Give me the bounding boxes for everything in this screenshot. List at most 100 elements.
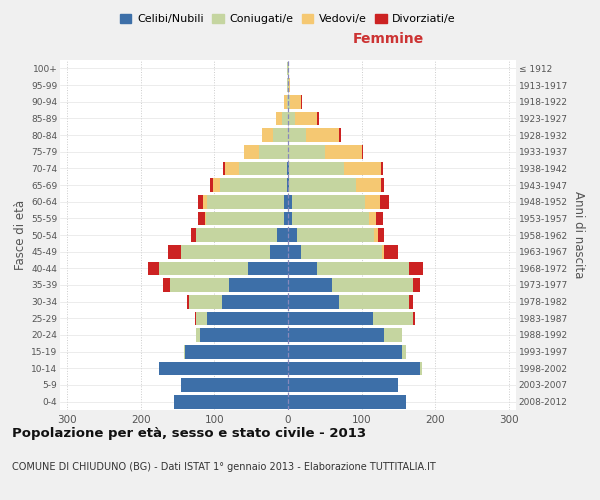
Bar	[402, 345, 406, 358]
Bar	[223, 162, 225, 175]
Bar	[288, 128, 307, 142]
Bar	[288, 212, 292, 225]
Bar	[382, 245, 383, 258]
Bar	[317, 262, 409, 275]
Bar	[344, 162, 380, 175]
Bar	[282, 112, 288, 125]
Bar	[288, 328, 383, 342]
Bar	[284, 212, 288, 225]
Bar	[288, 312, 373, 325]
Bar	[289, 78, 290, 92]
Text: COMUNE DI CHIUDUNO (BG) - Dati ISTAT 1° gennaio 2013 - Elaborazione TUTTITALIA.I: COMUNE DI CHIUDUNO (BG) - Dati ISTAT 1° …	[12, 462, 436, 472]
Bar	[383, 245, 398, 258]
Bar	[174, 395, 288, 408]
Bar	[288, 295, 340, 308]
Bar	[288, 345, 402, 358]
Bar	[288, 62, 289, 75]
Bar	[287, 78, 288, 92]
Bar	[187, 295, 189, 308]
Bar	[413, 278, 421, 292]
Bar	[262, 128, 273, 142]
Bar	[288, 178, 289, 192]
Bar	[325, 145, 362, 158]
Bar	[288, 378, 398, 392]
Bar	[148, 262, 159, 275]
Bar	[288, 262, 317, 275]
Bar	[273, 128, 288, 142]
Bar	[159, 262, 248, 275]
Bar	[421, 362, 422, 375]
Bar	[207, 195, 284, 208]
Bar	[340, 295, 409, 308]
Bar	[301, 245, 382, 258]
Bar	[287, 178, 288, 192]
Bar	[409, 262, 422, 275]
Bar	[205, 212, 206, 225]
Bar	[203, 195, 207, 208]
Bar	[210, 178, 213, 192]
Bar	[159, 362, 288, 375]
Bar	[409, 295, 413, 308]
Text: Femmine: Femmine	[353, 32, 424, 46]
Bar	[200, 328, 288, 342]
Bar	[307, 128, 340, 142]
Bar	[287, 95, 288, 108]
Bar	[374, 228, 378, 242]
Bar	[229, 278, 288, 292]
Bar	[288, 195, 292, 208]
Bar	[301, 95, 302, 108]
Bar	[292, 212, 369, 225]
Bar	[317, 112, 319, 125]
Bar	[239, 162, 287, 175]
Bar	[277, 228, 288, 242]
Bar	[287, 62, 288, 75]
Bar	[207, 312, 288, 325]
Bar	[181, 378, 288, 392]
Bar	[276, 112, 282, 125]
Bar	[413, 312, 415, 325]
Bar	[376, 212, 383, 225]
Bar	[222, 295, 288, 308]
Bar	[181, 245, 269, 258]
Bar	[248, 262, 288, 275]
Bar	[288, 112, 295, 125]
Bar	[284, 195, 288, 208]
Bar	[289, 162, 344, 175]
Bar	[185, 345, 288, 358]
Bar	[292, 195, 365, 208]
Bar	[168, 245, 181, 258]
Bar	[284, 95, 287, 108]
Bar	[369, 212, 376, 225]
Bar	[373, 312, 413, 325]
Bar	[213, 178, 220, 192]
Bar	[362, 145, 363, 158]
Bar	[297, 228, 374, 242]
Bar	[290, 95, 301, 108]
Bar	[189, 295, 222, 308]
Bar	[220, 178, 287, 192]
Bar	[196, 328, 200, 342]
Bar	[259, 145, 288, 158]
Bar	[196, 312, 207, 325]
Bar	[206, 212, 284, 225]
Bar	[288, 395, 406, 408]
Bar	[170, 278, 229, 292]
Bar	[269, 245, 288, 258]
Bar	[356, 178, 382, 192]
Bar	[196, 228, 277, 242]
Bar	[191, 228, 196, 242]
Bar	[288, 145, 325, 158]
Bar	[288, 95, 290, 108]
Bar	[288, 162, 289, 175]
Bar	[287, 162, 288, 175]
Bar	[225, 162, 239, 175]
Y-axis label: Fasce di età: Fasce di età	[14, 200, 27, 270]
Bar	[184, 345, 185, 358]
Bar	[378, 228, 383, 242]
Bar	[383, 328, 402, 342]
Bar	[197, 195, 203, 208]
Y-axis label: Anni di nascita: Anni di nascita	[572, 192, 585, 278]
Bar	[244, 145, 259, 158]
Text: Popolazione per età, sesso e stato civile - 2013: Popolazione per età, sesso e stato civil…	[12, 428, 366, 440]
Bar	[163, 278, 170, 292]
